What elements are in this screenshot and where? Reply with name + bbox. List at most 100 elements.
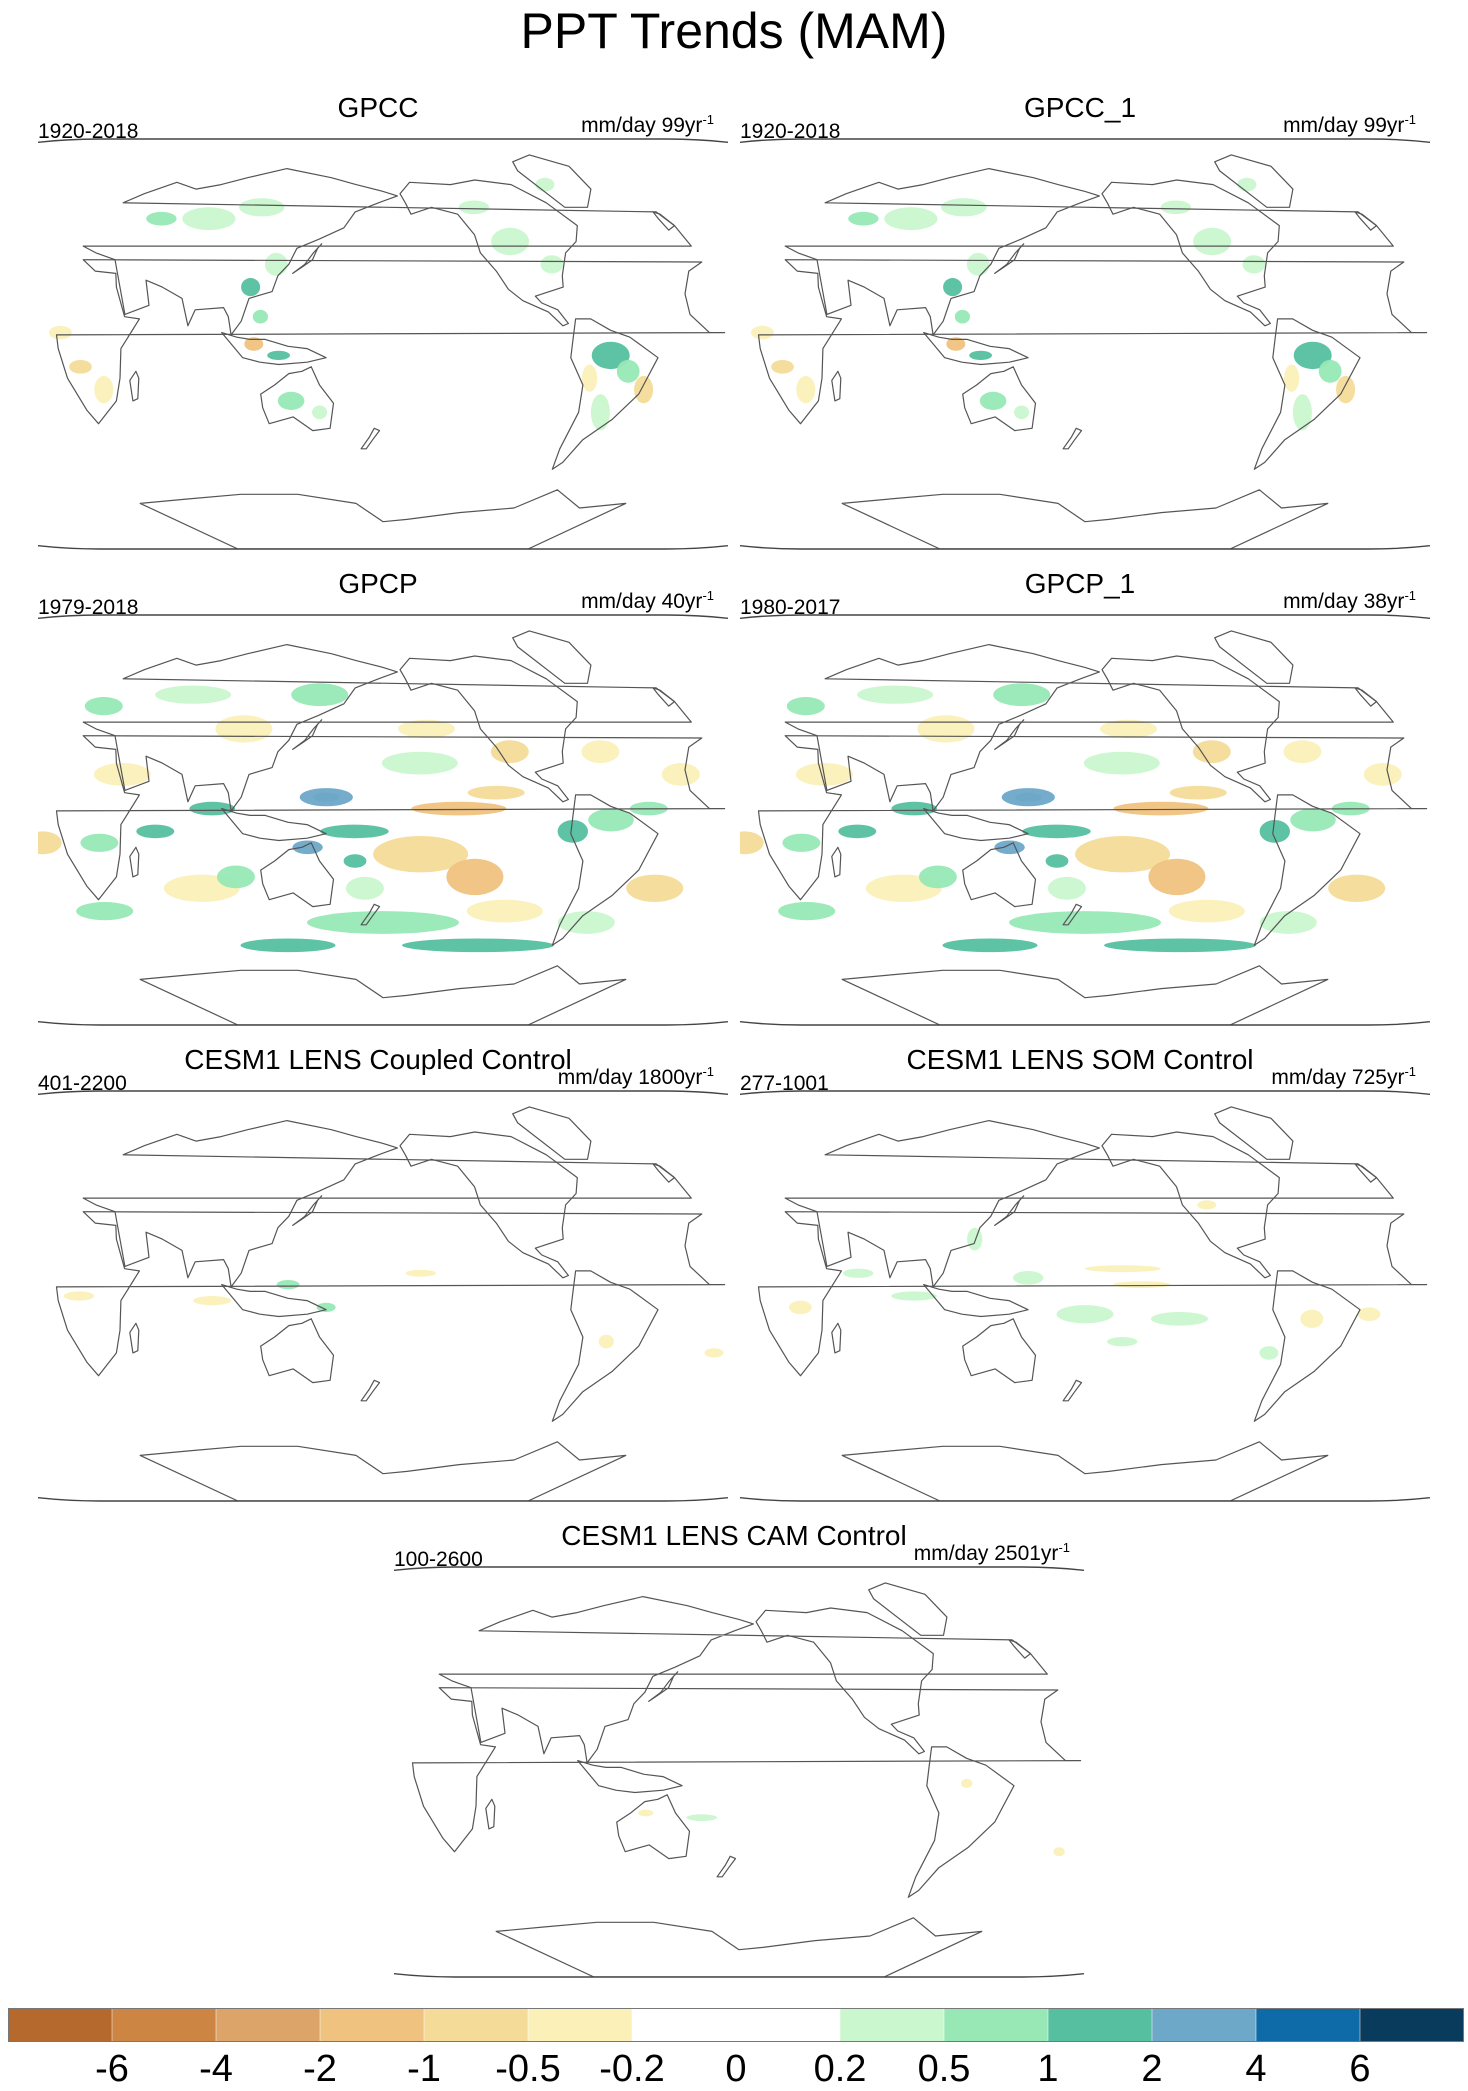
coastline-eurasia [784, 1120, 1394, 1288]
anomaly-patch [381, 751, 458, 775]
anomaly-patch [276, 1280, 300, 1290]
anomaly-patch [1328, 874, 1386, 902]
panel-title: CESM1 LENS SOM Control [906, 1044, 1254, 1075]
anomaly-patch [1242, 255, 1266, 274]
anomaly-patch [891, 801, 937, 816]
anomaly-patch [1013, 1271, 1044, 1285]
colorbar-tick-label: 0.2 [813, 2048, 867, 2090]
map-panel-gpcp-1: GPCP_1 1980-2017 mm/day 38yr-1 [730, 568, 1430, 1038]
anomaly-patch [789, 1300, 812, 1315]
coastline-africa [757, 735, 1428, 901]
colorbar-tick-label: -4 [199, 2048, 233, 2090]
coastline-madagascar [129, 1322, 140, 1354]
anomaly-patch [626, 874, 684, 902]
world-map [740, 614, 1430, 1026]
anomaly-patch [1075, 836, 1171, 873]
world-map [38, 1090, 728, 1502]
figure-title: PPT Trends (MAM) [520, 3, 948, 59]
map-panel-gpcc: GPCC 1920-2018 mm/day 99yr-1 [28, 92, 728, 562]
anomaly-patch [1100, 719, 1157, 738]
anomaly-patch [581, 740, 620, 764]
panel-units: mm/day 725yr-1 [1271, 1064, 1416, 1089]
anomaly-patch [686, 1814, 717, 1821]
anomaly-patch [1015, 792, 1042, 802]
anomaly-patch [557, 820, 588, 843]
anomaly-patch [843, 1268, 874, 1278]
colorbar-tick-label: 6 [1349, 2048, 1371, 2090]
coastline-namerica [1101, 179, 1280, 327]
anomaly-patch [1300, 1309, 1324, 1328]
anomaly-patch [94, 375, 114, 404]
panel-period: 1979-2018 [38, 596, 139, 619]
anomaly-patch [1284, 364, 1300, 392]
coastline-indonesia [221, 332, 327, 366]
coastline-africa [55, 1211, 726, 1377]
anomaly-patch [491, 227, 530, 256]
anomaly-patch [1292, 394, 1312, 431]
anomaly-patch [345, 876, 384, 900]
coastline-nz [716, 1855, 737, 1878]
anomaly-patch [49, 325, 72, 340]
anomaly-patch [291, 683, 349, 707]
anomaly-patch [661, 763, 700, 786]
coastline-uk [652, 1163, 676, 1183]
coastline-namerica [1101, 655, 1280, 803]
map-border [740, 614, 1430, 1026]
anomaly-patch [316, 1302, 336, 1312]
colorbar-tick-label: 0 [725, 2048, 747, 2090]
panel-period: 1920-2018 [740, 120, 841, 143]
coastline-japan [994, 243, 1025, 274]
anomaly-patch [466, 899, 543, 923]
coastline-australia [260, 1318, 335, 1384]
anomaly-patch [1053, 1847, 1065, 1857]
colorbar-swatch [319, 2008, 425, 2043]
coastline-africa [757, 1211, 1428, 1377]
colorbar-tick-label: -0.2 [599, 2048, 665, 2090]
anomaly-patch [1293, 341, 1332, 370]
anomaly-patch [557, 911, 615, 934]
anomaly-patch [320, 824, 389, 839]
anomaly-patch [582, 364, 598, 392]
anomaly-patch [540, 255, 564, 274]
coastline-nz [360, 1379, 381, 1402]
coastline-japan [994, 1195, 1025, 1226]
coastline-japan [648, 1671, 679, 1702]
coastline-antarctica [139, 489, 627, 549]
coastline-antarctica [841, 489, 1329, 549]
panel-units: mm/day 2501yr-1 [913, 1540, 1070, 1565]
map-border [38, 138, 728, 550]
coastline-antarctica [841, 965, 1329, 1025]
anomaly-patch [277, 391, 305, 410]
anomaly-patch [38, 831, 62, 855]
anomaly-patch [616, 359, 640, 383]
coastline-samerica [907, 1746, 1015, 1898]
anomaly-patch [1151, 1312, 1208, 1326]
anomaly-patch [1290, 808, 1336, 832]
coastline-antarctica [139, 1441, 627, 1501]
anomaly-patch [1168, 899, 1245, 923]
panel-title: GPCC_1 [1023, 92, 1137, 123]
panel-units: mm/day 99yr-1 [581, 112, 714, 137]
world-map [740, 138, 1430, 550]
anomaly-patch [182, 207, 236, 231]
anomaly-patch [240, 938, 336, 953]
colorbar-swatch [631, 2008, 737, 2043]
coastline-greenland [868, 1582, 948, 1636]
coastline-antarctica [495, 1917, 983, 1977]
anomaly-patch [146, 211, 177, 226]
anomaly-patch [1259, 820, 1290, 843]
anomaly-patch [782, 833, 821, 852]
anomaly-patch [264, 252, 288, 276]
anomaly-patch [771, 360, 794, 374]
coastline-eurasia [82, 1120, 692, 1288]
panel-units: mm/day 99yr-1 [1283, 112, 1416, 137]
coastline-uk [1354, 211, 1378, 231]
coastline-indonesia [221, 1284, 327, 1318]
world-map [740, 1090, 1430, 1502]
coastline-uk [1008, 1639, 1032, 1659]
coastline-eurasia [82, 644, 692, 812]
anomaly-patch [1107, 1337, 1138, 1347]
coastline-indonesia [923, 1284, 1029, 1318]
anomaly-patch [216, 865, 255, 889]
anomaly-patch [402, 938, 554, 953]
